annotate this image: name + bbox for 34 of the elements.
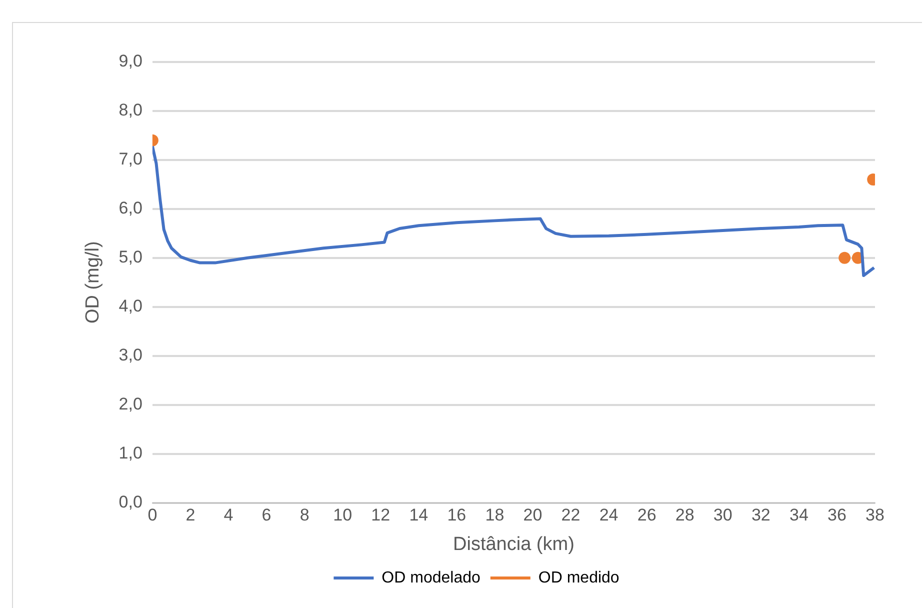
y-tick-label: 2,0 — [118, 394, 142, 414]
x-tick-label: 24 — [599, 506, 618, 525]
y-tick-label: 6,0 — [118, 198, 142, 218]
x-tick-label: 0 — [148, 506, 158, 525]
y-tick-label: 3,0 — [118, 346, 142, 365]
x-tick-label: 34 — [789, 506, 808, 525]
x-tick-label: 38 — [866, 506, 884, 525]
x-tick-label: 16 — [447, 506, 466, 525]
y-tick-label: 4,0 — [118, 296, 142, 316]
y-tick-label: 5,0 — [118, 248, 142, 267]
x-tick-label: 4 — [224, 506, 234, 525]
x-tick-label: 6 — [262, 506, 272, 525]
legend-label: OD medido — [538, 569, 620, 586]
legend-label: OD modelado — [382, 569, 480, 586]
x-tick-label: 18 — [485, 506, 504, 525]
y-tick-label: 0,0 — [118, 492, 142, 512]
y-tick-label: 9,0 — [118, 52, 142, 71]
x-tick-label: 8 — [300, 506, 310, 525]
y-axis-title: OD (mg/l) — [82, 241, 104, 324]
x-tick-label: 2 — [186, 506, 196, 525]
x-tick-label: 10 — [333, 506, 352, 525]
x-tick-label: 22 — [561, 506, 580, 525]
x-tick-label: 20 — [523, 506, 542, 525]
y-tick-label: 1,0 — [118, 444, 142, 463]
x-tick-label: 26 — [637, 506, 656, 525]
x-tick-label: 14 — [409, 506, 428, 525]
x-tick-label: 12 — [371, 506, 390, 525]
x-tick-label: 28 — [675, 506, 694, 525]
x-tick-label: 30 — [713, 506, 732, 525]
x-tick-label: 36 — [828, 506, 846, 525]
x-tick-label: 32 — [751, 506, 770, 525]
y-tick-label: 8,0 — [118, 100, 142, 120]
x-axis-title: Distância (km) — [453, 534, 574, 555]
y-tick-label: 7,0 — [118, 150, 142, 169]
